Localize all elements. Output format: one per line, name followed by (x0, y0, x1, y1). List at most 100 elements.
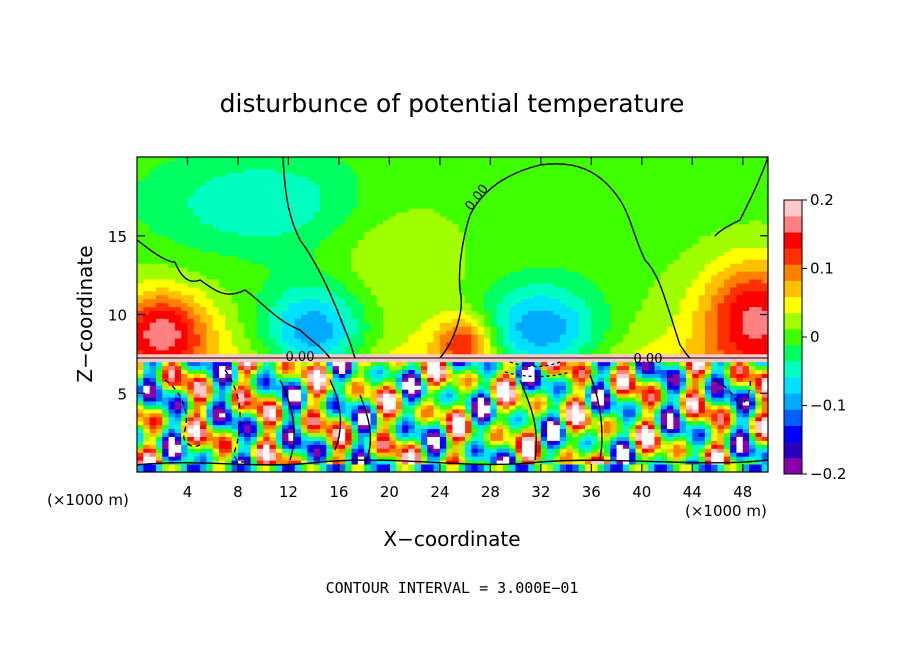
heatmap-cell (717, 424, 725, 430)
heatmap-cell (155, 460, 163, 465)
heatmap-cell (528, 361, 535, 367)
heatmap-cell (294, 310, 302, 315)
heatmap-cell (446, 322, 453, 327)
heatmap-cell (376, 448, 384, 453)
heatmap-cell (572, 346, 580, 351)
heatmap-cell (269, 334, 277, 339)
heatmap-cell (439, 409, 447, 414)
heatmap-cell (654, 409, 662, 414)
heatmap-cell (275, 452, 283, 457)
heatmap-cell (484, 393, 491, 398)
heatmap-cell (370, 373, 378, 378)
heatmap-cell (231, 326, 239, 331)
heatmap-cell (540, 432, 548, 437)
heatmap-cell (181, 397, 188, 402)
heatmap-cell (692, 353, 699, 359)
heatmap-cell (509, 416, 516, 422)
heatmap-cell (685, 310, 693, 315)
heatmap-cell (521, 326, 529, 331)
heatmap-cell (237, 377, 245, 382)
heatmap-cell (484, 353, 491, 359)
heatmap-cell (357, 306, 365, 311)
heatmap-cell (736, 322, 744, 327)
heatmap-cell (730, 440, 737, 445)
heatmap-cell (370, 298, 378, 304)
heatmap-cell (370, 310, 378, 315)
heatmap-cell (679, 401, 687, 406)
heatmap-cell (181, 283, 188, 288)
heatmap-cell (420, 373, 428, 378)
heatmap-cell (553, 330, 561, 335)
heatmap-cell (496, 385, 504, 390)
heatmap-cell (685, 326, 693, 331)
heatmap-cell (597, 342, 605, 347)
heatmap-cell (641, 432, 649, 437)
heatmap-cell (559, 409, 567, 414)
heatmap-cell (698, 385, 706, 390)
heatmap-cell (629, 440, 636, 445)
heatmap-cell (490, 424, 498, 430)
heatmap-cell (319, 432, 327, 437)
heatmap-cell (692, 452, 699, 457)
heatmap-cell (730, 401, 737, 406)
heatmap-cell (521, 314, 529, 319)
heatmap-cell (667, 452, 674, 457)
heatmap-cell (237, 401, 245, 406)
heatmap-cell (742, 389, 750, 394)
heatmap-cell (402, 275, 409, 280)
heatmap-cell (155, 464, 163, 469)
heatmap-cell (162, 310, 169, 315)
heatmap-cell (465, 460, 472, 465)
heatmap-cell (351, 322, 359, 327)
heatmap-cell (730, 349, 737, 355)
heatmap-cell (622, 448, 630, 453)
heatmap-cell (263, 420, 270, 426)
heatmap-cell (629, 416, 636, 422)
heatmap-cell (420, 369, 428, 374)
heatmap-cell (698, 290, 706, 296)
heatmap-cell (484, 365, 491, 371)
heatmap-cell (597, 353, 605, 359)
heatmap-cell (742, 349, 750, 355)
heatmap-cell (610, 393, 617, 398)
heatmap-cell (547, 436, 554, 441)
heatmap-cell (458, 369, 466, 374)
heatmap-cell (181, 290, 188, 296)
heatmap-cell (206, 401, 214, 406)
heatmap-cell (420, 346, 428, 351)
heatmap-cell (685, 318, 693, 323)
heatmap-cell (471, 412, 479, 418)
heatmap-cell (326, 349, 334, 355)
heatmap-cell (685, 298, 693, 304)
heatmap-cell (496, 464, 504, 469)
heatmap-cell (692, 342, 699, 347)
heatmap-cell (174, 377, 182, 382)
heatmap-cell (332, 416, 340, 422)
heatmap-cell (162, 412, 169, 418)
heatmap-cell (490, 432, 498, 437)
heatmap-cell (143, 456, 151, 461)
heatmap-cell (566, 373, 573, 378)
heatmap-cell (414, 416, 422, 422)
heatmap-cell (458, 310, 466, 315)
heatmap-cell (496, 369, 504, 374)
heatmap-cell (534, 326, 542, 331)
heatmap-cell (212, 334, 220, 339)
heatmap-cell (667, 294, 674, 300)
heatmap-cell (395, 338, 403, 343)
heatmap-cell (389, 440, 397, 445)
heatmap-cell (572, 349, 580, 355)
heatmap-cell (383, 310, 390, 315)
heatmap-cell (282, 373, 289, 378)
heatmap-cell (395, 428, 403, 434)
heatmap-cell (376, 330, 384, 335)
heatmap-cell (420, 436, 428, 441)
heatmap-cell (439, 361, 447, 367)
heatmap-cell (307, 405, 315, 410)
heatmap-cell (755, 436, 763, 441)
heatmap-cell (168, 412, 176, 418)
heatmap-cell (528, 310, 535, 315)
heatmap-cell (534, 464, 542, 469)
heatmap-cell (219, 357, 226, 363)
heatmap-cell (212, 381, 220, 386)
